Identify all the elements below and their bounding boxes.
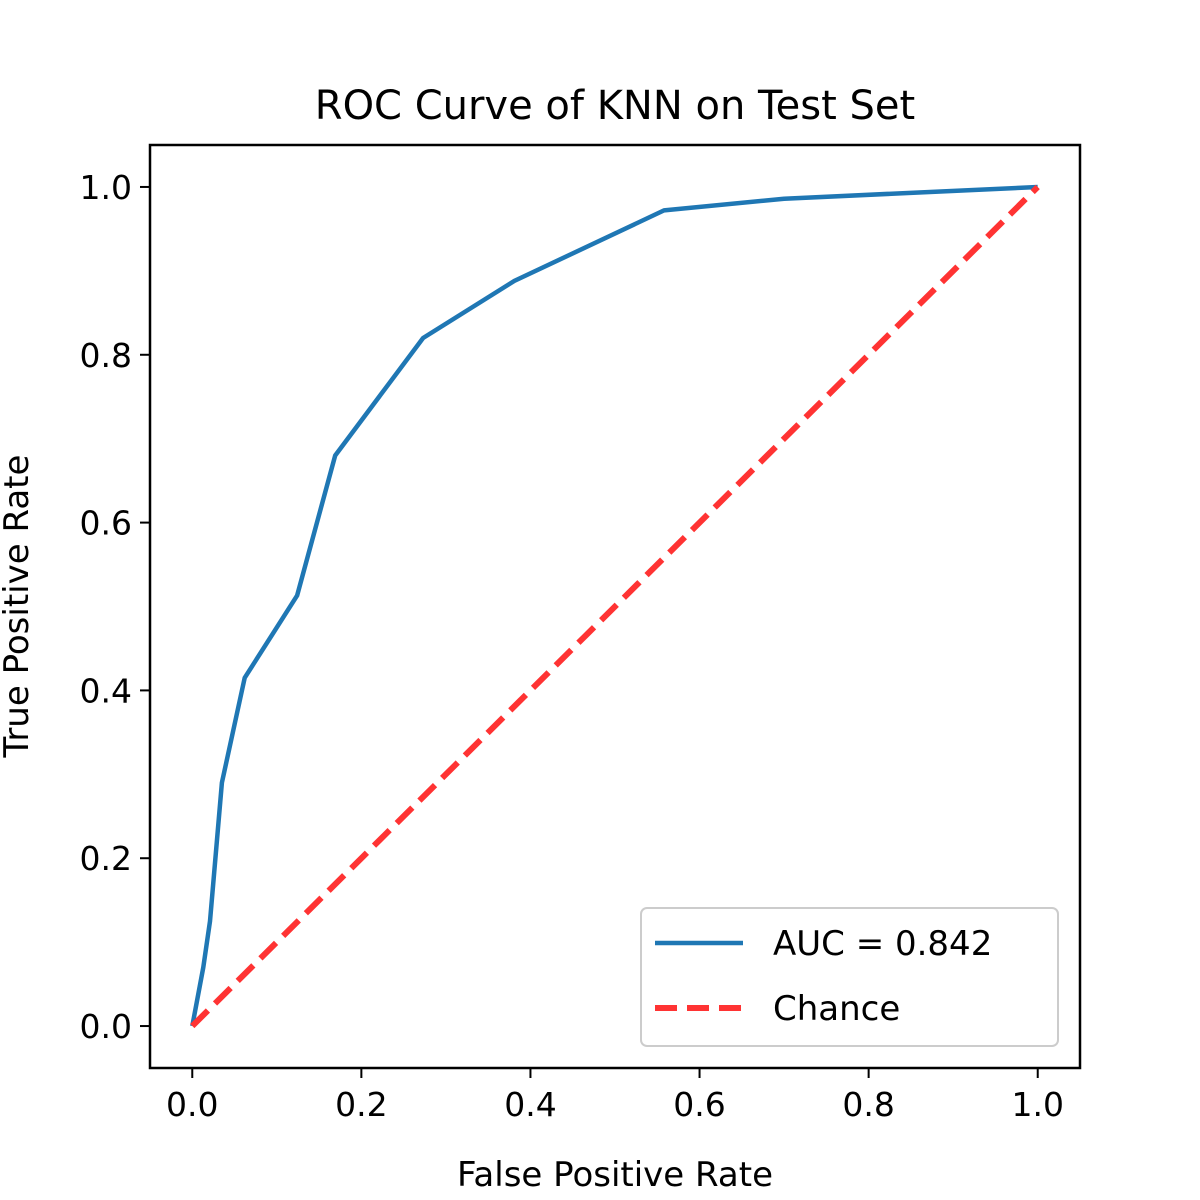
x-tick-label: 0.0 bbox=[166, 1085, 218, 1124]
x-tick-label: 0.2 bbox=[335, 1085, 387, 1124]
y-tick-label: 0.8 bbox=[80, 336, 132, 375]
y-tick-label: 0.6 bbox=[80, 504, 132, 543]
legend-box bbox=[640, 907, 1059, 1047]
legend-label: AUC = 0.842 bbox=[773, 924, 992, 964]
legend-label: Chance bbox=[773, 989, 900, 1029]
x-tick-label: 0.4 bbox=[504, 1085, 556, 1124]
y-tick-label: 0.2 bbox=[80, 839, 132, 878]
chart-title: ROC Curve of KNN on Test Set bbox=[315, 83, 915, 129]
x-tick-label: 0.6 bbox=[673, 1085, 725, 1124]
y-tick-label: 0.0 bbox=[80, 1007, 132, 1046]
x-tick-label: 1.0 bbox=[1011, 1085, 1063, 1124]
y-tick-label: 0.4 bbox=[80, 671, 132, 710]
x-axis-ticks: 0.0 0.2 0.4 0.6 0.8 1.0 bbox=[166, 1068, 1064, 1124]
y-axis-ticks: 0.0 0.2 0.4 0.6 0.8 1.0 bbox=[80, 168, 150, 1046]
axes-frame bbox=[148, 143, 1082, 1070]
y-axis-label: True Positive Rate bbox=[0, 455, 37, 759]
y-tick-label: 1.0 bbox=[80, 168, 132, 207]
x-tick-label: 0.8 bbox=[842, 1085, 894, 1124]
legend: AUC = 0.842 Chance bbox=[640, 907, 1059, 1047]
series-line-roc bbox=[190, 184, 1038, 1027]
x-axis-label: False Positive Rate bbox=[457, 1155, 773, 1195]
plot-area bbox=[148, 143, 1082, 1070]
series-line-chance bbox=[190, 184, 1040, 1029]
